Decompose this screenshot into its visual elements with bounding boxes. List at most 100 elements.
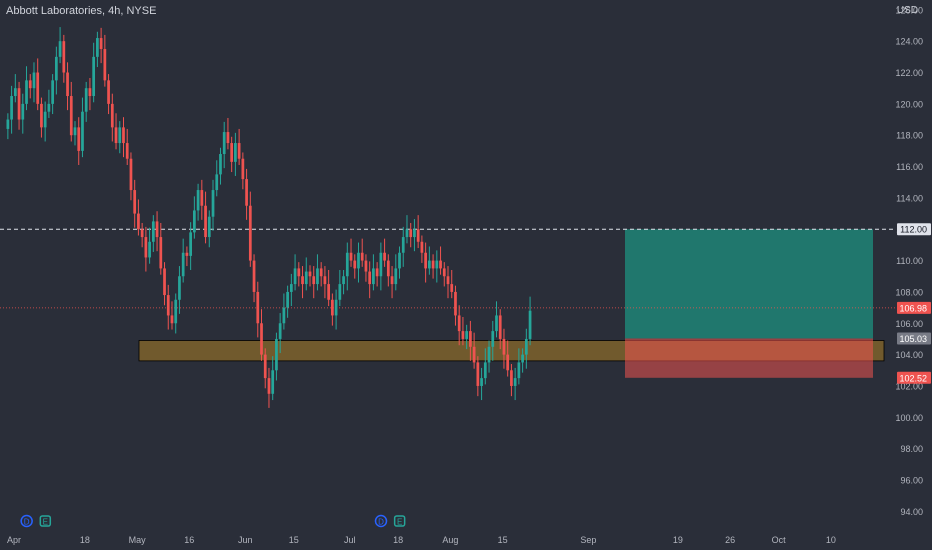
candle-body <box>405 229 409 238</box>
x-tick-label: 19 <box>673 535 683 545</box>
candle-body <box>521 354 524 363</box>
candle-body <box>211 190 215 217</box>
candle-body <box>234 143 237 162</box>
y-tick-label: 98.00 <box>900 444 923 454</box>
candle-body <box>77 127 81 151</box>
candle-body <box>308 271 312 277</box>
candle-body <box>334 299 338 316</box>
candle-body <box>252 260 256 292</box>
candle-body <box>435 260 439 269</box>
event-marker-label: E <box>397 518 402 527</box>
candle-body <box>196 190 200 211</box>
earnings-marker <box>393 515 406 527</box>
candle-body <box>517 362 521 379</box>
x-tick-label: Jul <box>344 535 356 545</box>
candle-body <box>159 237 163 269</box>
candle-body <box>498 315 502 339</box>
candle-body <box>431 260 435 269</box>
candle-body <box>62 41 66 73</box>
x-tick-label: 15 <box>498 535 508 545</box>
candle-body <box>409 229 413 238</box>
candle-body <box>207 216 211 238</box>
candle-body <box>368 271 372 285</box>
candle-body <box>327 284 331 300</box>
candle-body <box>103 49 107 81</box>
candle-body <box>181 252 185 277</box>
candle-body <box>28 80 32 89</box>
candle-body <box>92 56 96 97</box>
y-tick-label: 108.00 <box>895 287 923 297</box>
price-tag-label: 102.52 <box>899 373 927 383</box>
price-tag-label: 106.98 <box>899 303 927 313</box>
candle-body <box>446 276 450 285</box>
candle-body <box>301 276 304 285</box>
y-tick-label: 122.00 <box>895 68 923 78</box>
earnings-marker <box>39 515 52 527</box>
candle-body <box>122 127 125 144</box>
x-tick-label: Sep <box>580 535 596 545</box>
x-tick-label: 18 <box>80 535 90 545</box>
candle-body <box>439 260 442 269</box>
candle-body <box>148 241 151 258</box>
candle-body <box>137 213 140 230</box>
candle-body <box>133 190 137 214</box>
candle-body <box>58 41 62 57</box>
y-tick-label: 104.00 <box>895 350 923 360</box>
x-tick-label: Oct <box>772 535 787 545</box>
candle-body <box>36 72 40 104</box>
candle-body <box>125 143 129 159</box>
x-tick-label: Aug <box>442 535 458 545</box>
x-tick-label: 18 <box>393 535 403 545</box>
price-tag <box>897 223 931 236</box>
candle-body <box>204 205 207 238</box>
candle-body <box>267 378 271 394</box>
candle-body <box>457 315 461 332</box>
candle-body <box>528 310 532 339</box>
candle-body <box>81 111 84 151</box>
candle-body <box>114 127 118 144</box>
x-tick-label: Apr <box>7 535 21 545</box>
candle-body <box>465 331 469 339</box>
candle-body <box>88 88 92 97</box>
symbol-title: Abbott Laboratories, 4h, NYSE <box>6 5 157 17</box>
y-tick-label: 96.00 <box>900 475 923 485</box>
candle-body <box>260 323 263 355</box>
candle-body <box>480 378 483 386</box>
candle-body <box>151 221 155 242</box>
candle-body <box>193 210 196 233</box>
candle-body <box>506 354 510 371</box>
candle-body <box>84 88 88 112</box>
candle-body <box>372 268 375 285</box>
candle-body <box>54 56 58 81</box>
x-tick-label: 10 <box>826 535 836 545</box>
candle-body <box>248 205 252 261</box>
y-tick-label: 94.00 <box>900 507 923 517</box>
candle-body <box>245 179 248 206</box>
candle-body <box>155 221 159 238</box>
candle-body <box>289 284 293 292</box>
candle-body <box>427 260 431 269</box>
candle-body <box>271 370 275 394</box>
candle-body <box>107 80 110 104</box>
candle-body <box>476 362 480 386</box>
candle-body <box>47 103 51 112</box>
x-tick-label: Jun <box>238 535 253 545</box>
candle-body <box>394 268 398 285</box>
candle-body <box>69 96 73 136</box>
y-tick-label: 100.00 <box>895 413 923 423</box>
candle-body <box>140 229 144 238</box>
candle-body <box>6 119 10 129</box>
dividend-marker <box>20 514 33 528</box>
candle-body <box>263 354 267 379</box>
candle-body <box>495 315 498 332</box>
y-tick-label: 102.00 <box>895 381 923 391</box>
currency-label: USD <box>896 5 918 16</box>
candle-body <box>297 268 301 277</box>
price-tag-label: 112.00 <box>900 225 927 235</box>
candle-body <box>96 38 99 57</box>
candle-body <box>390 276 394 285</box>
candle-body <box>43 111 47 128</box>
candle-body <box>461 331 465 339</box>
